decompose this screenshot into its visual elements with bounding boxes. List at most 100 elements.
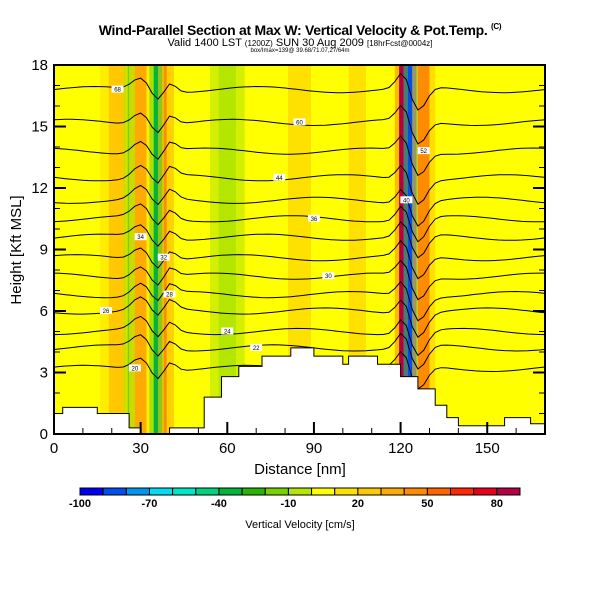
- colorbar: [79, 487, 521, 496]
- contour-label-bg: [293, 118, 306, 126]
- isentrope-line: [54, 184, 545, 227]
- contour-label: 44: [276, 176, 283, 182]
- contour-label-bg: [163, 290, 176, 298]
- chart-title: Wind-Parallel Section at Max W: Vertical…: [0, 22, 600, 38]
- colorbar-swatch: [172, 487, 197, 496]
- chart-subtitle: Valid 1400 LST (1200Z) SUN 30 Aug 2009 […: [0, 37, 600, 49]
- contour-label: 52: [420, 149, 427, 155]
- contour-label: 30: [325, 274, 332, 280]
- colorbar-label: -100: [69, 498, 91, 510]
- isentrope-line: [54, 164, 545, 205]
- colorbar-swatch: [473, 487, 498, 496]
- velocity-band: [417, 65, 430, 434]
- colorbar-swatch: [287, 487, 313, 496]
- isentrope-line: [54, 239, 545, 280]
- colorbar-swatch: [102, 487, 127, 496]
- colorbar-swatch: [264, 487, 289, 496]
- colorbar-swatch: [403, 487, 428, 496]
- x-tick-label: 30: [132, 440, 149, 457]
- x-tick-label: 150: [475, 440, 500, 457]
- colorbar-label: -40: [211, 498, 227, 510]
- contour-label: 24: [224, 330, 231, 336]
- contour-label: 60: [296, 120, 303, 126]
- colorbar-title: Vertical Velocity [cm/s]: [245, 519, 354, 531]
- info-line: box/Imax=139@ 39.68/71.07,27/64m: [250, 48, 350, 54]
- y-tick-label: 0: [40, 426, 48, 443]
- subtitle-date: SUN 30 Aug 2009: [275, 37, 364, 49]
- velocity-band: [218, 65, 236, 434]
- contour-label: 20: [132, 366, 139, 372]
- isentrope-line: [54, 203, 545, 243]
- contour-label-bg: [250, 343, 263, 351]
- velocity-band: [173, 65, 189, 434]
- colorbar-swatch: [380, 487, 405, 496]
- contour-label-bg: [134, 233, 147, 241]
- colorbar-label: 80: [491, 498, 503, 510]
- subtitle-valid: Valid 1400 LST: [167, 37, 242, 49]
- colorbar-swatch: [426, 487, 452, 496]
- contour-label: 34: [137, 235, 144, 241]
- y-tick-label: 6: [40, 303, 48, 320]
- contour-label-bg: [221, 327, 234, 335]
- contour-label: 32: [160, 256, 167, 262]
- chart-title-units: (C): [491, 22, 502, 31]
- colorbar-swatch: [496, 487, 521, 496]
- isentrope-line: [54, 72, 545, 111]
- contour-label: 40: [403, 198, 410, 204]
- contour-label: 36: [311, 217, 318, 223]
- colorbar-swatch: [311, 487, 336, 496]
- colorbar-swatch: [218, 487, 243, 496]
- contour-label-bg: [273, 173, 286, 181]
- colorbar-label: 50: [421, 498, 433, 510]
- colorbar-label: -70: [142, 498, 158, 510]
- x-tick-label: 60: [219, 440, 236, 457]
- contour-label-bg: [417, 147, 430, 155]
- contour-label-bg: [307, 214, 320, 222]
- contour-label: 68: [114, 88, 121, 94]
- y-tick-label: 9: [40, 242, 48, 259]
- velocity-band: [348, 65, 366, 434]
- chart-title-text: Wind-Parallel Section at Max W: Vertical…: [98, 22, 488, 38]
- velocity-band: [65, 65, 78, 434]
- contour-label-bg: [99, 307, 112, 314]
- plot-area: 68 60 52 44 40 36 34 32 30 28 26 24 22 20: [54, 65, 545, 434]
- y-tick-label: 15: [31, 119, 48, 136]
- contour-label-bg: [322, 272, 335, 280]
- contour-label: 28: [166, 293, 173, 299]
- isentrope-line: [54, 135, 545, 177]
- terrain: [54, 347, 545, 434]
- y-tick-label: 18: [31, 57, 48, 74]
- contour-label-bg: [111, 85, 124, 93]
- x-tick-label: 90: [306, 440, 323, 457]
- x-tick-label: 120: [388, 440, 413, 457]
- subtitle-zulu: (1200Z): [244, 39, 273, 48]
- colorbar-swatch: [450, 487, 475, 496]
- isentrope-line: [54, 315, 545, 357]
- isentrope-line: [54, 280, 545, 322]
- isentrope-line: [54, 296, 545, 338]
- colorbar-swatch: [334, 487, 359, 496]
- contour-label-bg: [400, 196, 413, 204]
- velocity-band: [287, 65, 312, 434]
- velocity-band: [523, 65, 538, 434]
- x-tick-label: 0: [50, 440, 58, 457]
- colorbar-label: -10: [280, 498, 296, 510]
- colorbar-swatch: [79, 487, 104, 496]
- contour-label: 26: [103, 309, 110, 315]
- contour-label-bg: [157, 253, 170, 261]
- subtitle-run: [18hrFcst@0004z]: [367, 39, 433, 48]
- colorbar-swatch: [195, 487, 220, 496]
- velocity-band: [108, 65, 127, 434]
- x-axis-title: Distance [nm]: [254, 461, 346, 478]
- y-tick-label: 3: [40, 365, 48, 382]
- colorbar-label: 20: [352, 498, 364, 510]
- velocity-band: [134, 65, 147, 434]
- colorbar-swatch: [148, 487, 174, 496]
- velocity-band: [399, 65, 408, 434]
- colorbar-swatch: [125, 487, 150, 496]
- y-tick-label: 12: [31, 180, 48, 197]
- colorbar-swatch: [357, 487, 382, 496]
- colorbar-swatch: [241, 487, 266, 496]
- contour-label: 22: [253, 346, 260, 352]
